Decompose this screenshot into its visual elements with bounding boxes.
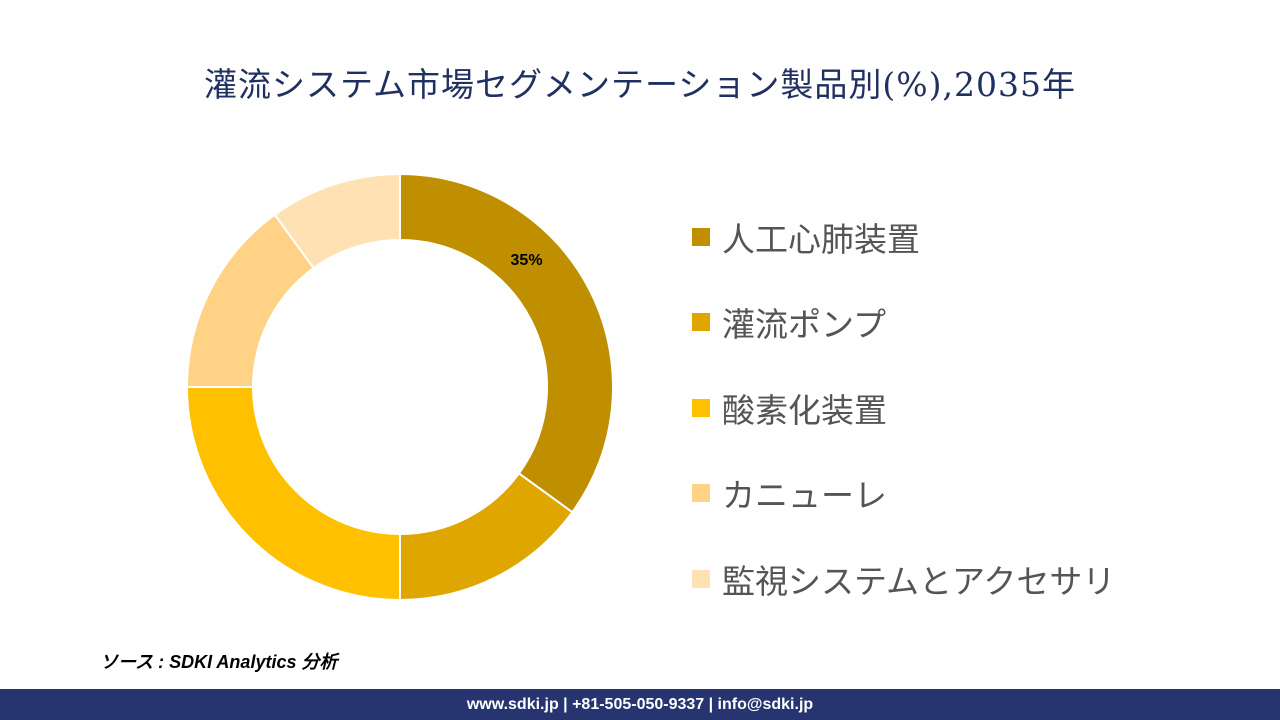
footer-contact: www.sdki.jp | +81-505-050-9337 | info@sd… <box>0 689 1280 720</box>
legend-item: カニューレ <box>692 451 1115 537</box>
donut-slice <box>399 172 614 514</box>
legend-swatch <box>692 227 710 246</box>
legend: 人工心肺装置 灌流ポンプ酸素化装置カニューレ監視システムとアクセサリ <box>692 194 1115 622</box>
donut-slice <box>399 472 574 602</box>
legend-label: 監視システムとアクセサリ <box>722 561 1116 601</box>
legend-label: カニューレ <box>722 476 887 516</box>
legend-label: 灌流ポンプ <box>722 305 887 345</box>
legend-item: 監視システムとアクセサリ <box>692 536 1115 622</box>
data-label: 35% <box>511 252 543 269</box>
legend-swatch <box>692 398 710 417</box>
legend-label: 酸素化装置 <box>722 390 887 430</box>
legend-item: 酸素化装置 <box>692 365 1115 451</box>
legend-swatch <box>692 569 710 588</box>
legend-item: 灌流ポンプ <box>692 280 1115 366</box>
legend-label: 人工心肺装置 <box>722 219 920 259</box>
source-note: ソース : SDKI Analytics 分析 <box>100 652 338 672</box>
donut-slice <box>185 386 401 602</box>
legend-swatch <box>692 313 710 332</box>
donut-chart: 35% <box>185 172 614 602</box>
legend-item: 人工心肺装置 <box>692 194 1115 280</box>
legend-swatch <box>692 484 710 503</box>
donut-slice <box>273 172 401 270</box>
chart-title: 灌流システム市場セグメンテーション製品別(%),2035年 <box>204 65 1076 104</box>
